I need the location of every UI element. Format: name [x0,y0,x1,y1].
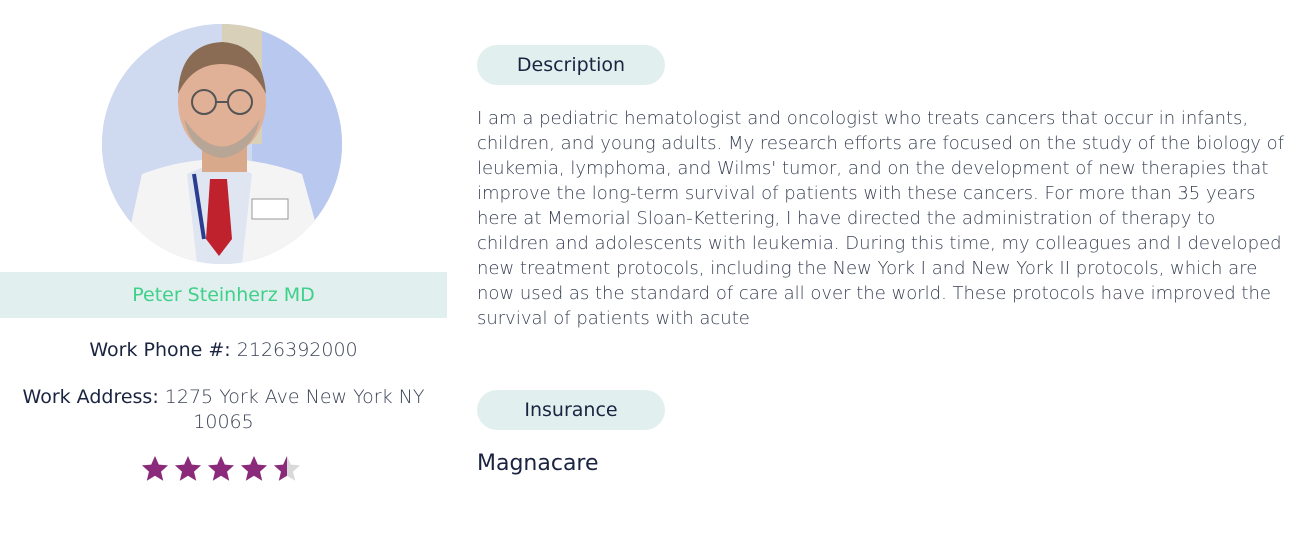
work-phone: Work Phone #: 2126392000 [0,338,447,363]
star-icon [274,456,300,481]
description-text: I am a pediatric hematologist and oncolo… [477,108,1284,329]
doctor-name-bar: Peter Steinherz MD [0,272,447,318]
work-address-label: Work Address: [22,386,159,408]
work-address-value: 1275 York Ave New York NY 10065 [164,386,425,433]
work-phone-label: Work Phone #: [89,339,231,361]
star-icon [241,456,267,481]
star-icon [142,456,168,481]
doctor-photo-illustration [102,24,342,264]
insurance-heading-label: Insurance [524,399,618,421]
work-address: Work Address: 1275 York Ave New York NY … [0,385,447,435]
star-icon [208,456,234,481]
insurance-value: Magnacare [477,451,599,476]
star-icon [175,456,201,481]
rating-stars [140,454,302,484]
doctor-photo [102,24,342,264]
insurance-heading: Insurance [477,390,665,430]
description-heading: Description [477,45,665,85]
description-heading-label: Description [516,54,626,76]
work-phone-value: 2126392000 [236,339,358,361]
doctor-name: Peter Steinherz MD [132,284,315,306]
